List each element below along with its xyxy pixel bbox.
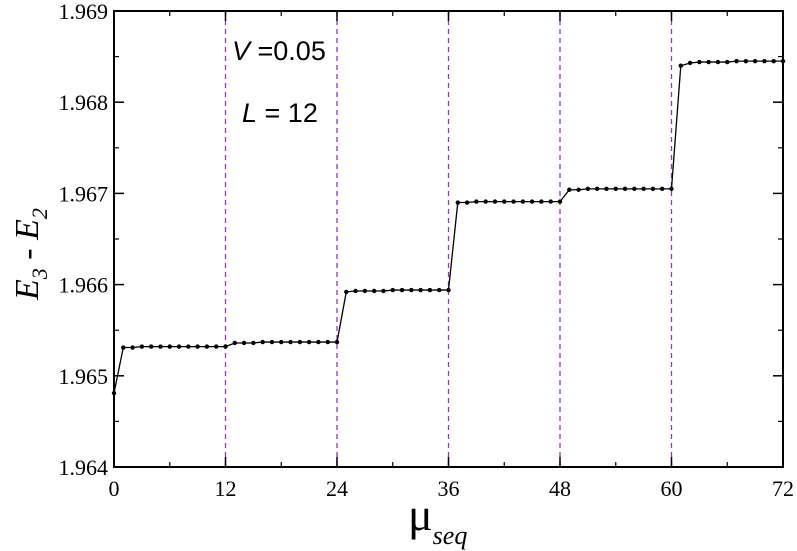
data-point: [176, 344, 182, 349]
data-point: [437, 287, 442, 293]
data-point: [241, 340, 247, 346]
data-point: [139, 344, 145, 349]
data-point: [334, 339, 340, 345]
data-point: [715, 59, 721, 65]
data-point: [279, 339, 284, 345]
data-point: [251, 340, 256, 346]
data-point: [306, 339, 312, 345]
data-point: [529, 199, 535, 204]
data-point: [362, 288, 368, 294]
x-tick-label: 60: [661, 476, 683, 501]
y-tick-label: 1.966: [59, 273, 109, 298]
y-tick-label: 1.969: [59, 0, 109, 24]
data-point: [687, 60, 693, 66]
data-point: [316, 339, 321, 345]
data-point: [474, 199, 479, 204]
data-point: [613, 186, 618, 192]
data-point: [743, 58, 749, 64]
data-point: [325, 339, 330, 345]
vertical-guide-lines: [113, 11, 673, 467]
data-point: [520, 199, 526, 204]
data-point: [344, 289, 349, 295]
x-tick-label: 72: [772, 476, 794, 501]
data-point: [762, 58, 767, 64]
y-axis-title: E3 - E2: [9, 208, 52, 301]
data-point: [604, 186, 609, 192]
data-point: [399, 287, 405, 293]
data-point: [204, 344, 210, 349]
data-point: [390, 287, 395, 293]
data-point: [223, 344, 228, 349]
data-point: [734, 58, 739, 64]
data-point: [418, 287, 423, 293]
x-tick-label: 24: [326, 476, 348, 501]
data-point: [269, 339, 275, 345]
data-point: [725, 59, 730, 65]
annotation-l: L = 12: [242, 98, 318, 128]
data-point: [427, 287, 433, 293]
annotation-v: V =0.05: [232, 36, 326, 66]
data-point: [539, 199, 544, 204]
data-point: [186, 344, 191, 349]
data-point: [771, 58, 776, 64]
data-point: [214, 344, 219, 349]
data-point: [650, 186, 656, 192]
data-point: [297, 339, 303, 345]
data-point: [511, 199, 516, 204]
data-point: [576, 187, 581, 192]
data-point: [752, 58, 758, 64]
data-point: [622, 186, 628, 192]
x-tick-label: 12: [215, 476, 237, 501]
data-point: [502, 199, 507, 204]
data-point: [371, 288, 377, 294]
data-point: [455, 200, 460, 205]
data-point: [548, 199, 553, 204]
data-point: [381, 288, 386, 294]
data-point: [409, 287, 414, 293]
data-point: [660, 186, 665, 192]
data-point: [158, 344, 163, 349]
data-point: [632, 186, 637, 192]
data-point: [232, 340, 237, 346]
data-point: [678, 63, 683, 68]
x-tick-label: 0: [109, 476, 120, 501]
data-point: [195, 344, 200, 349]
y-tick-label: 1.965: [59, 364, 109, 389]
y-tick-label: 1.968: [59, 90, 109, 115]
x-axis-title: μseq: [408, 489, 467, 550]
data-point: [167, 344, 172, 349]
series-layer: [111, 58, 786, 396]
data-point: [567, 187, 572, 192]
data-point: [585, 186, 591, 192]
data-point: [641, 186, 646, 192]
data-point: [594, 186, 600, 192]
data-point: [130, 345, 135, 350]
data-point: [288, 339, 293, 345]
data-point: [353, 288, 358, 294]
x-tick-label: 48: [549, 476, 571, 501]
data-point: [557, 199, 563, 204]
data-point: [446, 287, 451, 293]
data-point: [121, 345, 126, 350]
data-point: [697, 59, 702, 65]
data-point: [483, 199, 488, 204]
data-point: [669, 186, 674, 192]
data-point: [148, 344, 154, 349]
x-tick-label: 36: [438, 476, 460, 501]
y-tick-label: 1.967: [59, 181, 109, 206]
data-point: [464, 200, 470, 205]
axis-ticks: [113, 10, 784, 468]
axis-tick-labels: 0 12 24 36 48 60 72 1.964 1.965 1.966 1.967 1.968 1.…: [59, 0, 795, 501]
data-point: [706, 59, 711, 65]
data-point: [492, 199, 498, 204]
y-tick-label: 1.964: [59, 455, 109, 480]
data-point: [260, 339, 265, 345]
